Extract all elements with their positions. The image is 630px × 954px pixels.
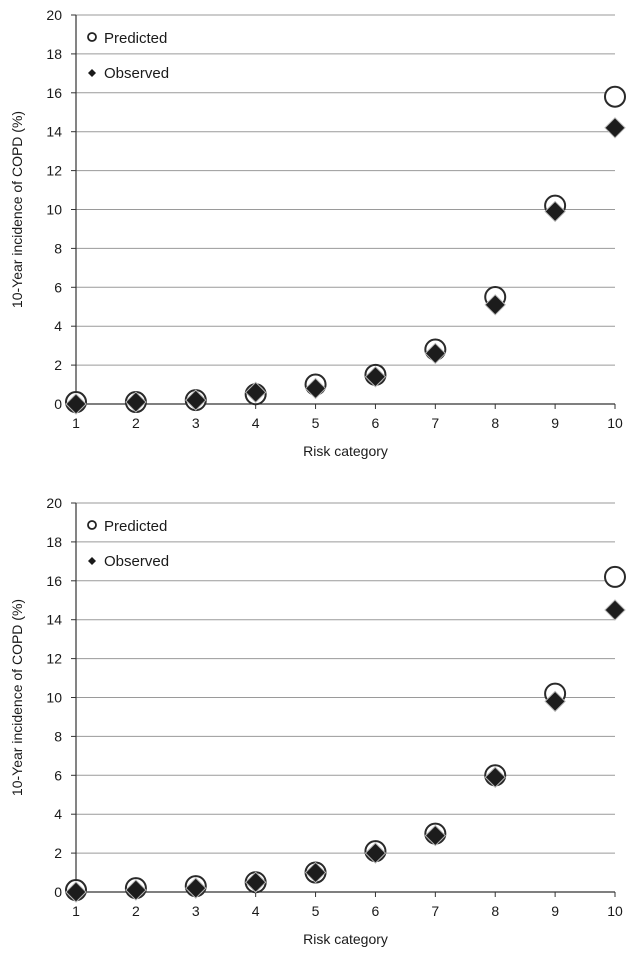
x-tick-label: 1 — [72, 415, 80, 431]
legend-predicted-label: Predicted — [104, 30, 167, 47]
y-tick-label: 12 — [46, 163, 62, 179]
x-tick-label: 10 — [607, 903, 623, 919]
y-tick-label: 4 — [54, 318, 62, 334]
y-tick-label: 20 — [46, 7, 62, 23]
y-tick-label: 4 — [54, 806, 62, 822]
observed-point — [604, 117, 626, 139]
y-tick-label: 0 — [54, 884, 62, 900]
observed-point — [304, 861, 327, 884]
y-tick-label: 12 — [46, 651, 62, 667]
y-tick-label: 16 — [46, 573, 62, 589]
y-tick-label: 18 — [46, 534, 62, 550]
y-tick-label: 20 — [46, 495, 62, 511]
observed-point — [364, 366, 387, 388]
x-tick-label: 5 — [312, 415, 320, 431]
y-tick-label: 18 — [46, 46, 62, 62]
x-tick-label: 6 — [372, 903, 380, 919]
observed-point — [185, 389, 207, 411]
y-tick-label: 16 — [46, 85, 62, 101]
y-tick-label: 6 — [54, 767, 62, 783]
legend-predicted-marker — [87, 520, 97, 530]
x-tick-label: 3 — [192, 903, 200, 919]
observed-point — [484, 294, 506, 316]
y-axis-title: 10-Year incidence of COPD (%) — [9, 111, 25, 308]
observed-point — [424, 824, 447, 847]
legend-observed-label: Observed — [104, 553, 169, 570]
legend-observed-marker — [88, 69, 96, 77]
y-axis-title: 10-Year incidence of COPD (%) — [9, 599, 25, 796]
observed-point — [424, 342, 447, 365]
x-tick-label: 2 — [132, 903, 140, 919]
x-tick-label: 5 — [312, 903, 320, 919]
y-tick-label: 10 — [46, 690, 62, 706]
x-tick-label: 8 — [491, 903, 499, 919]
y-tick-label: 0 — [54, 396, 62, 412]
x-tick-label: 9 — [551, 903, 559, 919]
legend-observed-marker — [88, 557, 96, 565]
x-tick-label: 6 — [372, 415, 380, 431]
y-tick-label: 2 — [54, 845, 62, 861]
observed-point — [244, 381, 267, 404]
predicted-point — [604, 565, 626, 588]
observed-point — [125, 391, 147, 413]
x-tick-label: 4 — [252, 903, 260, 919]
legend-predicted-marker — [87, 32, 97, 42]
x-tick-label: 3 — [192, 415, 200, 431]
x-axis-title: Risk category — [303, 443, 388, 459]
y-tick-label: 14 — [46, 124, 62, 140]
x-tick-label: 8 — [491, 415, 499, 431]
y-tick-label: 6 — [54, 279, 62, 295]
y-tick-label: 14 — [46, 612, 62, 628]
y-tick-label: 8 — [54, 240, 62, 256]
x-axis-title: Risk category — [303, 931, 388, 947]
y-tick-label: 2 — [54, 357, 62, 373]
observed-point — [364, 842, 387, 864]
observed-point — [185, 877, 207, 899]
x-tick-label: 9 — [551, 415, 559, 431]
observed-point — [484, 766, 506, 788]
y-tick-label: 8 — [54, 728, 62, 744]
observed-point — [544, 200, 566, 223]
x-tick-label: 2 — [132, 415, 140, 431]
x-tick-label: 10 — [607, 415, 623, 431]
observed-point — [304, 377, 327, 400]
x-tick-label: 4 — [252, 415, 260, 431]
observed-point — [125, 879, 147, 901]
y-tick-label: 10 — [46, 202, 62, 218]
observed-point — [544, 690, 566, 713]
predicted-point — [604, 85, 626, 108]
x-tick-label: 1 — [72, 903, 80, 919]
legend-predicted-label: Predicted — [104, 518, 167, 535]
observed-point — [604, 599, 626, 621]
legend-observed-label: Observed — [104, 65, 169, 82]
x-tick-label: 7 — [431, 415, 439, 431]
observed-point — [244, 871, 267, 893]
observed-point — [65, 881, 87, 903]
observed-point — [65, 393, 87, 415]
x-tick-label: 7 — [431, 903, 439, 919]
